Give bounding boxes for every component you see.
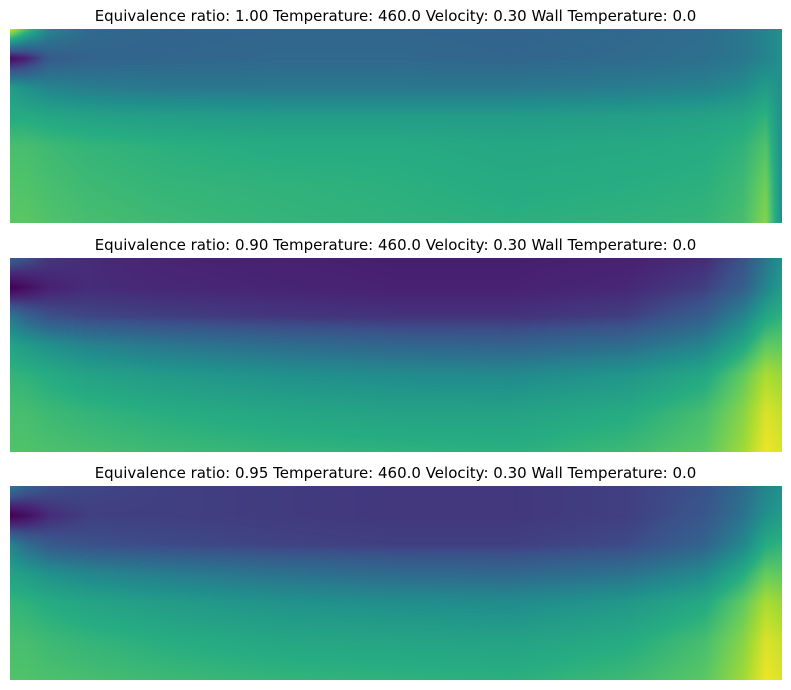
chart-title-3: Equivalence ratio: 0.95 Temperature: 460… bbox=[94, 464, 697, 482]
chart-title-1: Equivalence ratio: 1.00 Temperature: 460… bbox=[94, 7, 697, 25]
heatmap-1 bbox=[10, 29, 782, 223]
heatmap-2 bbox=[10, 258, 782, 452]
heatmap-3 bbox=[10, 486, 782, 680]
chart-title-2: Equivalence ratio: 0.90 Temperature: 460… bbox=[94, 236, 697, 254]
